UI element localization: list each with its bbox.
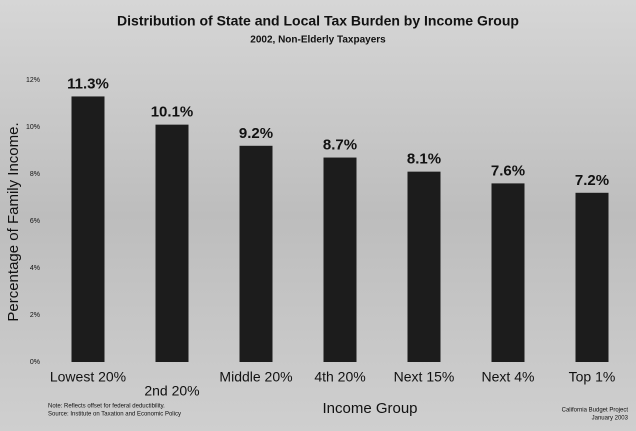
note: Note: Reflects offset for federal deduct… — [48, 404, 165, 410]
value-label: 11.3% — [67, 75, 109, 92]
value-label: 8.7% — [323, 137, 357, 154]
chart-title: Distribution of State and Local Tax Burd… — [117, 13, 519, 29]
y-tick-label: 8% — [30, 171, 40, 178]
x-tick-label: 2nd 20% — [144, 383, 199, 399]
x-tick-label: Next 4% — [482, 369, 535, 385]
x-tick-label: Next 15% — [394, 369, 455, 385]
credit: January 2003 — [592, 416, 629, 422]
value-label: 7.6% — [491, 162, 525, 179]
bar — [155, 124, 189, 363]
bar — [575, 192, 609, 362]
bar — [323, 157, 357, 362]
y-axis-label: Percentage of Family Income. — [5, 122, 22, 321]
y-tick-label: 6% — [30, 218, 40, 225]
y-tick-label: 12% — [26, 77, 40, 84]
x-axis-label: Income Group — [322, 400, 417, 417]
value-label: 10.1% — [151, 104, 194, 121]
x-tick-label: 4th 20% — [314, 369, 365, 385]
chart-subtitle: 2002, Non-Elderly Taxpayers — [250, 35, 386, 46]
value-label: 7.2% — [575, 172, 609, 189]
value-label: 8.1% — [407, 151, 441, 168]
bar — [491, 183, 525, 362]
x-tick-label: Top 1% — [569, 369, 616, 385]
value-label: 9.2% — [239, 125, 273, 142]
y-tick-label: 0% — [30, 359, 40, 366]
bar — [71, 96, 105, 362]
x-tick-label: Middle 20% — [219, 369, 292, 385]
bar — [239, 145, 273, 362]
credit: California Budget Project — [562, 408, 629, 414]
x-tick-label: Lowest 20% — [50, 369, 126, 385]
y-tick-label: 2% — [30, 312, 40, 319]
y-tick-label: 4% — [30, 265, 40, 272]
note: Source: Institute on Taxation and Econom… — [48, 412, 181, 418]
y-tick-label: 10% — [26, 124, 40, 131]
bar — [407, 171, 441, 362]
